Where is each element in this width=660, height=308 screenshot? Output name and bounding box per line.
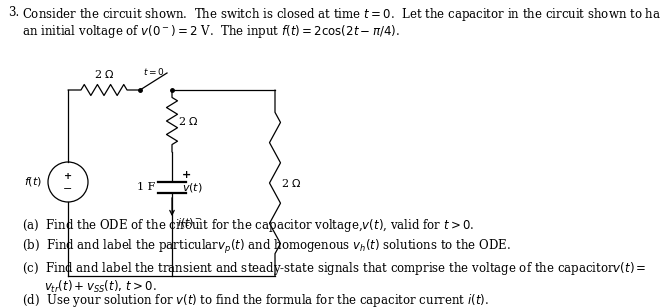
Text: 2 $\Omega$: 2 $\Omega$ — [178, 115, 199, 127]
Text: an initial voltage of $v(0^-) = 2$ V.  The input $f(t) = 2\cos(2t - \pi/4)$.: an initial voltage of $v(0^-) = 2$ V. Th… — [22, 23, 400, 40]
Text: (b)  Find and label the particular$v_p(t)$ and homogenous $v_h(t)$ solutions to : (b) Find and label the particular$v_p(t)… — [22, 238, 511, 256]
Text: $v(t)$: $v(t)$ — [182, 181, 203, 194]
Text: $i(t)^-$: $i(t)^-$ — [177, 216, 203, 229]
Text: $f(t)$: $f(t)$ — [24, 176, 42, 188]
Text: +: + — [64, 172, 72, 181]
Text: (c)  Find and label the transient and steady-state signals that comprise the vol: (c) Find and label the transient and ste… — [22, 260, 647, 277]
Text: +: + — [182, 170, 191, 180]
Text: 3.: 3. — [8, 6, 19, 19]
Text: −: − — [63, 184, 73, 194]
Text: (d)  Use your solution for $v(t)$ to find the formula for the capacitor current : (d) Use your solution for $v(t)$ to find… — [22, 292, 489, 308]
Text: $v_{tr}(t) + v_{SS}(t),\, t > 0$.: $v_{tr}(t) + v_{SS}(t),\, t > 0$. — [44, 279, 156, 295]
Text: 2 $\Omega$: 2 $\Omega$ — [281, 177, 302, 189]
Text: $t=0$: $t=0$ — [143, 66, 165, 77]
Text: 2 $\Omega$: 2 $\Omega$ — [94, 68, 114, 80]
Text: Consider the circuit shown.  The switch is closed at time $t = 0$.  Let the capa: Consider the circuit shown. The switch i… — [22, 6, 660, 23]
Text: (a)  Find the ODE of the circuit for the capacitor voltage,$v(t)$, valid for $t : (a) Find the ODE of the circuit for the … — [22, 217, 475, 234]
Text: 1 F: 1 F — [137, 182, 155, 192]
